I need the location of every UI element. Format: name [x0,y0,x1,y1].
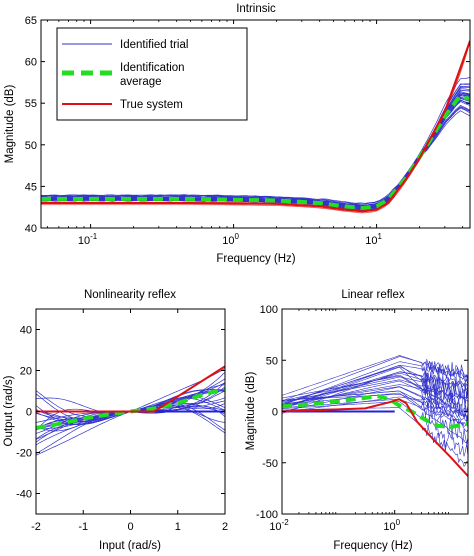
xtick-label: 100 [383,518,400,533]
linear-reflex-ylabel: Magnitude (dB) [245,372,257,451]
xtick-label: 2 [222,521,228,533]
intrinsic-xlabel: Frequency (Hz) [216,253,295,265]
intrinsic-ylabel: Magnitude (dB) [4,85,16,164]
xtick-label: -2 [31,521,41,533]
trial-line [282,379,468,403]
true-system-line [36,365,225,413]
legend-trial-label: Identified trial [120,39,188,51]
ytick-label: 0 [272,407,278,419]
linear-reflex-series [282,394,468,477]
trial-line [41,106,470,211]
nonlinearity-title: Nonlinearity reflex [84,289,176,301]
true-variant-line [41,42,470,214]
legend-average-line-1: Identification [120,62,185,74]
xtick-label: 100 [222,232,239,247]
ytick-label: 0 [26,407,32,419]
true-system-line [282,398,468,477]
ytick-label: 60 [25,57,37,69]
ytick-label: 45 [25,181,37,193]
linear-reflex-xlabel: Frequency (Hz) [333,540,412,552]
trial-line [282,392,468,444]
ytick-label: 55 [25,98,37,110]
trial-line [282,407,468,467]
linear-reflex-panel: Linear reflex -100 -50 0 50 100 10-2 100 Freq… [245,289,469,552]
trial-line [282,358,468,406]
trial-line [282,356,468,402]
ytick-label: 50 [266,355,278,367]
intrinsic-panel: Intrinsic 40 45 50 55 60 65 10-1 100 101 Freque… [4,3,471,265]
nonlinearity-series [36,365,225,430]
linear-reflex-trials [282,355,468,467]
ytick-label: -20 [16,448,32,460]
trial-line [282,390,468,427]
legend-true-label: True system [120,99,183,111]
trial-line [41,107,470,208]
ytick-label: 50 [25,140,37,152]
trial-line [282,392,468,414]
intrinsic-title: Intrinsic [236,3,276,15]
trial-line [282,384,468,405]
nonlinearity-xlabel: Input (rad/s) [99,540,161,552]
xtick-label: -1 [78,521,88,533]
trial-line [282,371,468,408]
trial-line [282,375,468,417]
intrinsic-legend: Identified trial Identification average … [56,27,248,121]
trial-line [282,355,468,396]
intrinsic-yticks: 40 45 50 55 60 65 [25,15,470,235]
ytick-label: -40 [16,489,32,501]
ytick-label: -100 [256,509,278,521]
ytick-label: 40 [25,223,37,235]
legend-average-line-2: average [120,76,162,88]
identification-average-line [41,94,470,211]
trial-line [41,106,470,207]
nonlinearity-xticks: -2 -1 0 1 2 [31,309,228,533]
intrinsic-xticks: 10-1 100 101 [47,20,464,247]
xtick-label: 1 [175,521,181,533]
xtick-label: 10-1 [78,232,98,247]
xtick-label: 10-2 [269,518,289,533]
linear-reflex-title: Linear reflex [341,289,405,301]
trial-line [36,396,225,422]
xtick-label: 0 [127,521,133,533]
ytick-label: -50 [262,458,278,470]
linear-reflex-yticks: -100 -50 0 50 100 [256,304,468,521]
nonlinearity-ylabel: Output (rad/s) [3,375,15,446]
nonlinearity-yticks: -40 -20 0 20 40 [16,325,225,501]
ytick-label: 40 [20,325,32,337]
true-system-line [41,40,470,213]
xtick-label: 101 [365,232,382,247]
trial-line [282,378,468,424]
linear-reflex-xticks: 10-2 100 [269,309,469,533]
intrinsic-axes-box [40,19,471,229]
ytick-label: 100 [260,304,278,316]
identification-average-line [282,394,468,429]
ytick-label: 65 [25,15,37,27]
intrinsic-series [41,40,470,213]
legend-average-label: Identification average [120,62,188,88]
trial-line [282,398,468,427]
trial-line [282,386,468,422]
ytick-label: 20 [20,366,32,378]
identification-average-line [36,386,225,430]
